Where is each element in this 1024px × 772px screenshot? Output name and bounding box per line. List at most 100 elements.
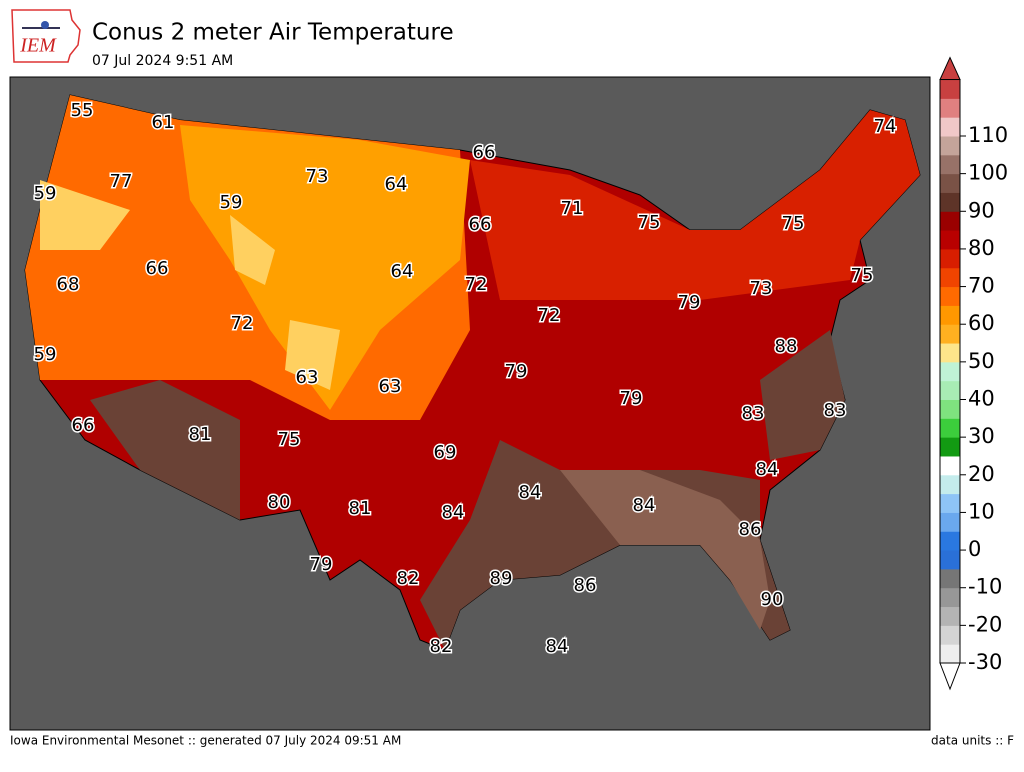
colorbar-tick-label: 110: [968, 123, 1008, 147]
colorbar-band: [940, 230, 960, 250]
colorbar-band: [940, 474, 960, 495]
temperature-label: 79: [505, 361, 528, 382]
temperature-label: 90: [761, 589, 784, 610]
temperature-label: 72: [538, 305, 561, 326]
colorbar-tick-label: 40: [968, 387, 995, 411]
colorbar-tick-label: 50: [968, 349, 995, 373]
temperature-label: 79: [678, 292, 701, 313]
temperature-label: 82: [397, 568, 420, 589]
colorbar-tick-label: 60: [968, 311, 995, 335]
colorbar-tick-label: 70: [968, 274, 995, 298]
temperature-label: 84: [546, 636, 569, 657]
colorbar-band: [940, 267, 960, 288]
colorbar-band: [940, 154, 960, 175]
colorbar-band: [940, 437, 960, 457]
temperature-label: 81: [189, 424, 212, 445]
title: Conus 2 meter Air Temperature: [92, 20, 454, 46]
colorbar-band: [940, 493, 960, 513]
temperature-label: 66: [72, 415, 95, 436]
temperature-label: 86: [739, 519, 762, 540]
colorbar: -30 -20 -10 0 10 20 30 40 50 60 70 80 90 100 110: [939, 56, 1008, 691]
temperature-label: 66: [473, 142, 496, 163]
temperature-label: 59: [34, 344, 57, 365]
colorbar-band: [940, 343, 960, 363]
footer-right: data units :: F: [931, 734, 1014, 748]
colorbar-band: [940, 644, 960, 664]
temperature-label: 71: [561, 198, 584, 219]
colorbar-band: [940, 361, 960, 382]
colorbar-band: [940, 211, 960, 231]
temperature-label: 75: [782, 213, 805, 234]
colorbar-band: [940, 305, 960, 325]
colorbar-band: [940, 79, 960, 99]
colorbar-band: [940, 136, 960, 156]
colorbar-band: [940, 380, 960, 400]
temperature-label: 84: [519, 482, 542, 503]
colorbar-band: [940, 531, 960, 551]
colorbar-arrow: [939, 662, 961, 691]
temperature-label: 73: [750, 278, 773, 299]
temperature-label: 83: [742, 403, 765, 424]
temperature-label: 81: [349, 498, 372, 519]
temperature-label: 80: [268, 492, 291, 513]
colorbar-arrow: [939, 56, 961, 81]
temperature-label: 75: [851, 265, 874, 286]
colorbar-band: [940, 550, 960, 570]
temperature-label: 77: [110, 171, 133, 192]
temperature-label: 64: [385, 174, 408, 195]
colorbar-tick-label: 30: [968, 424, 995, 448]
temperature-label: 82: [430, 636, 453, 657]
temperature-label: 75: [278, 429, 301, 450]
map: 55 61 66 74 73 64 59 77 59 71 75 75 66 66 68 64 72 75 72 72…: [9, 76, 931, 731]
colorbar-band: [940, 173, 960, 193]
temperature-label: 84: [756, 459, 779, 480]
footer-left: Iowa Environmental Mesonet :: generated …: [10, 734, 401, 748]
colorbar-band: [940, 192, 960, 212]
colorbar-tick-label: -10: [968, 575, 1002, 599]
colorbar-band: [940, 512, 960, 532]
temperature-label: 89: [490, 568, 513, 589]
temperature-label: 79: [310, 554, 333, 575]
colorbar-tick-label: 80: [968, 236, 995, 260]
temperature-label: 66: [469, 214, 492, 235]
colorbar-band: [940, 625, 960, 645]
colorbar-band: [940, 418, 960, 438]
temperature-label: 72: [231, 313, 254, 334]
temperature-label: 59: [220, 192, 243, 213]
temperature-label: 69: [434, 442, 457, 463]
temperature-label: 75: [638, 212, 661, 233]
map-labels: 55 61 66 74 73 64 59 77 59 71 75 75 66 66 68 64 72 75 72 72…: [32, 99, 898, 659]
colorbar-band: [940, 117, 960, 137]
temperature-label: 68: [57, 274, 80, 295]
colorbar-band: [940, 587, 960, 608]
temperature-label: 66: [146, 258, 169, 279]
temperature-label: 84: [633, 495, 656, 516]
colorbar-band: [940, 248, 960, 269]
colorbar-tick-label: 0: [968, 537, 981, 561]
colorbar-band: [940, 455, 960, 476]
colorbar-band: [940, 399, 960, 419]
colorbar-band: [940, 324, 960, 344]
colorbar-frame: [939, 79, 961, 664]
temperature-label: 59: [34, 183, 57, 204]
temperature-label: 64: [391, 261, 414, 282]
colorbar-band: [940, 606, 960, 626]
colorbar-band: [940, 98, 960, 118]
temperature-label: 79: [620, 388, 643, 409]
colorbar-band: [940, 568, 960, 589]
colorbar-tick-label: 20: [968, 462, 995, 486]
logo-text: IEM: [19, 35, 57, 57]
temperature-label: 61: [152, 112, 175, 133]
colorbar-tick-label: 90: [968, 198, 995, 222]
colorbar-tick-label: -30: [968, 650, 1002, 674]
colorbar-tick-label: -20: [968, 612, 1002, 636]
temperature-label: 63: [296, 367, 319, 388]
temperature-label: 73: [306, 166, 329, 187]
temperature-label: 55: [71, 100, 94, 121]
logo: IEM: [11, 9, 81, 63]
colorbar-tick-label: 10: [968, 499, 995, 523]
subtitle: 07 Jul 2024 9:51 AM: [92, 53, 233, 69]
temperature-label: 84: [442, 502, 465, 523]
temperature-label: 72: [465, 274, 488, 295]
